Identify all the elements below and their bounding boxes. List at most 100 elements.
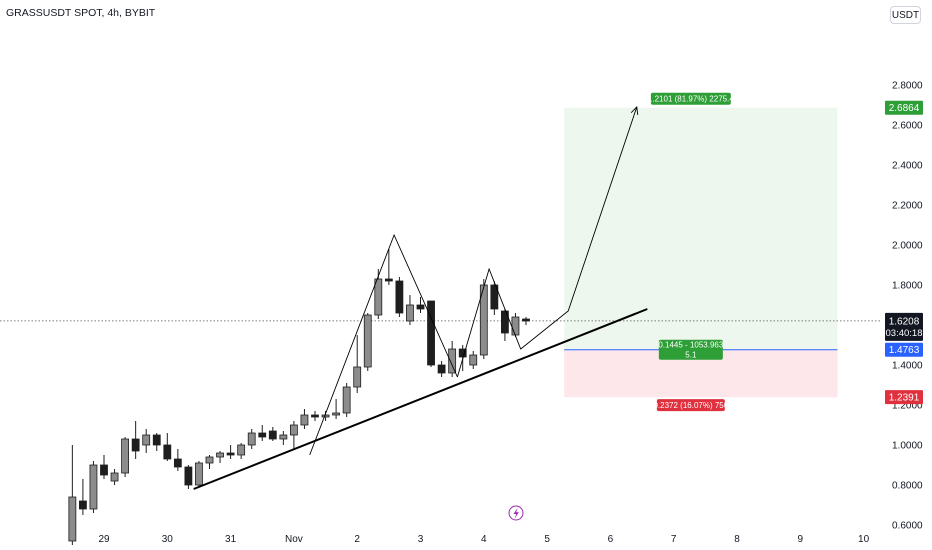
candle-body [363, 314, 372, 368]
entry-price-badge-bg [885, 342, 923, 357]
stop-label-bg [656, 399, 725, 412]
y-tick-label: 2.6000 [892, 121, 923, 132]
candle-body [131, 438, 140, 452]
risk-reward-label: 0.1445 - 1053.963 [658, 341, 723, 350]
candle-body [195, 462, 203, 486]
candle-body [311, 414, 319, 418]
target-label-bg [650, 92, 731, 105]
last-price-badge-bg [885, 312, 923, 341]
candle-body [406, 304, 414, 322]
candle-body [110, 472, 119, 482]
flash-icon[interactable] [508, 505, 524, 521]
x-tick-label: 29 [98, 534, 110, 545]
candle-body [416, 304, 425, 310]
candle-body [437, 364, 446, 374]
y-tick-label: 1.2000 [892, 401, 923, 412]
candle-body [374, 278, 383, 316]
stop-price-badge-bg [885, 390, 923, 405]
y-tick-label: 1.8000 [892, 281, 923, 292]
candle-body [332, 412, 341, 416]
target-zone [564, 107, 838, 350]
candle-body [458, 348, 467, 358]
candle-body [152, 434, 161, 446]
candle-body [490, 284, 499, 310]
drawings[interactable] [193, 106, 648, 490]
candle-body [395, 280, 404, 314]
candle-body [353, 366, 362, 388]
last-price-badge: 1.6208 [889, 316, 920, 327]
x-tick-label: 9 [798, 534, 804, 545]
x-tick-label: 3 [418, 534, 424, 545]
stop-label: 0.2372 (16.07%) 750 [653, 401, 728, 410]
candle-body [173, 458, 182, 468]
candle-body [237, 444, 246, 456]
candle-body [500, 310, 509, 334]
x-tick-label: 4 [481, 534, 487, 545]
entry-price-badge: 1.4763 [889, 345, 920, 356]
y-tick-label: 0.6000 [892, 521, 923, 532]
x-tick-label: 31 [225, 534, 237, 545]
price-axis[interactable]: 0.60000.80001.00001.20001.40001.60001.80… [892, 81, 923, 532]
x-tick-label: 6 [608, 534, 614, 545]
candle-body [268, 430, 277, 440]
y-tick-label: 2.2000 [892, 201, 923, 212]
x-tick-label: 5 [544, 534, 550, 545]
candle-body [205, 456, 214, 464]
target-label: 1.2101 (81.97%) 2275.4 [648, 95, 734, 104]
candle-body [448, 348, 457, 374]
countdown-label: 03:40:18 [886, 328, 923, 339]
position-zones [564, 107, 838, 398]
candle-body [226, 452, 235, 456]
candle-body [289, 424, 298, 436]
candle-body [279, 434, 288, 440]
y-tick-label: 0.8000 [892, 481, 923, 492]
candle-body [121, 438, 129, 474]
y-tick-label: 1.4000 [892, 361, 923, 372]
candle-body [321, 414, 330, 418]
x-tick-label: 30 [162, 534, 174, 545]
candle-body [142, 434, 151, 446]
candle-body [216, 452, 224, 458]
x-tick-label: 2 [354, 534, 360, 545]
flash-icon-bolt [513, 508, 519, 519]
candle-body [68, 496, 77, 542]
target-price-badge-bg [885, 100, 923, 115]
x-tick-label: Nov [285, 534, 303, 545]
y-tick-label: 1.0000 [892, 441, 923, 452]
y-tick-label: 2.4000 [892, 161, 923, 172]
candle-body [511, 316, 520, 336]
arrowhead [630, 106, 639, 115]
candle-body [342, 386, 351, 414]
candle-body [384, 278, 393, 282]
candle-body [184, 466, 193, 486]
x-tick-label: 7 [671, 534, 677, 545]
time-axis[interactable]: 29 30 31 Nov 2 3 4 5 6 7 8 9 10 [98, 505, 870, 545]
candle-body [79, 500, 87, 510]
stop-price-badge: 1.2391 [889, 393, 920, 404]
candle-body [300, 414, 309, 426]
support-trendline[interactable] [193, 308, 648, 490]
candles [68, 249, 530, 545]
y-tick-label: 2.8000 [892, 81, 923, 92]
candle-body [163, 444, 172, 460]
symbol-title: GRASSUSDT SPOT, 4h, BYBIT [6, 7, 156, 19]
candle-body [469, 354, 478, 366]
candle-body [247, 432, 256, 446]
candle-body [427, 300, 435, 366]
y-tick-label: 2.0000 [892, 241, 923, 252]
candle-body [522, 318, 530, 322]
risk-reward-label-line2: 5.1 [685, 351, 697, 360]
pattern-line-peak[interactable] [309, 233, 458, 456]
risk-reward-label-bg [658, 339, 723, 360]
x-tick-label: 8 [734, 534, 740, 545]
candle-body [479, 284, 488, 356]
x-tick-label: 10 [858, 534, 870, 545]
target-price-badge: 2.6864 [889, 103, 920, 114]
candle-body [258, 432, 267, 438]
candle-body [89, 464, 98, 510]
currency-button[interactable]: USDT [890, 6, 921, 24]
candle-body [100, 464, 108, 476]
pattern-line-projection[interactable] [456, 106, 638, 378]
